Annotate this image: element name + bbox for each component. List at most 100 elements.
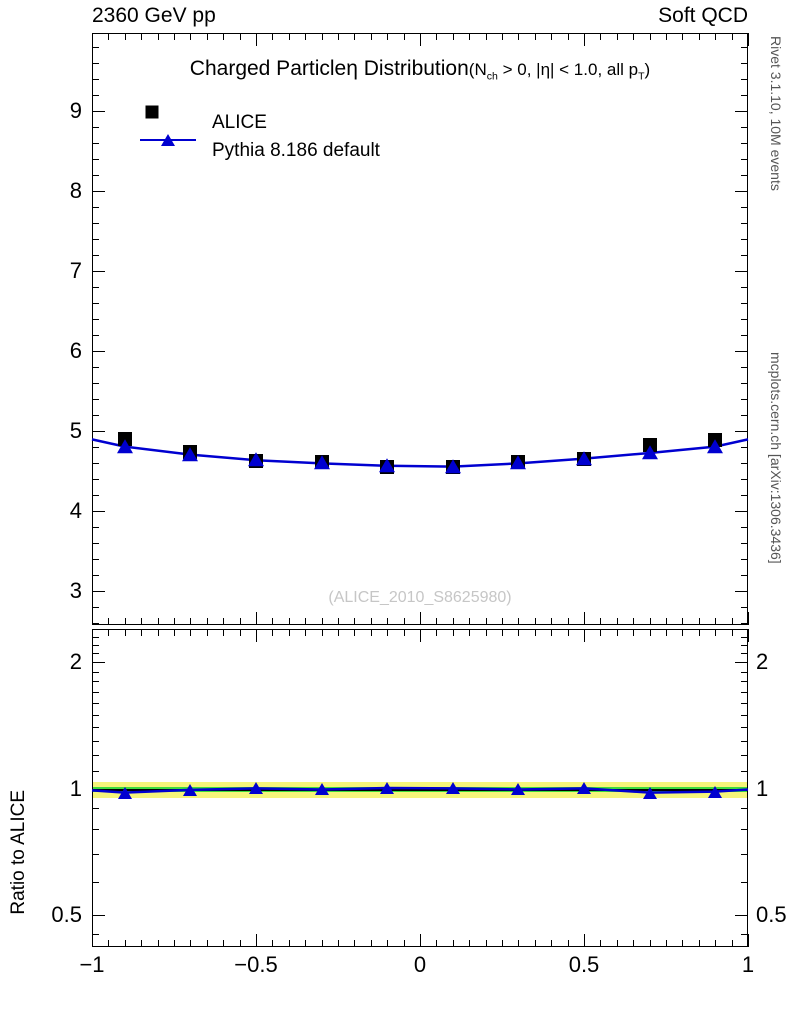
- data-point-pythia: [444, 458, 461, 473]
- xtick-ratio-top: [338, 629, 339, 636]
- xtick-ratio-top: [354, 629, 356, 636]
- ytick-main: [92, 399, 99, 401]
- xtick-ratio-bottom: [584, 934, 585, 947]
- xtick-ratio-top: [551, 629, 553, 636]
- ytick-label-main: 8: [69, 178, 82, 204]
- plot-title: Charged Particleη Distribution(Nch > 0, …: [92, 57, 748, 82]
- xtick-ratio-bottom: [534, 940, 536, 947]
- header-left-beam-label: 2360 GeV pp: [92, 4, 216, 27]
- ytick-main: [741, 559, 748, 561]
- xtick-ratio-bottom: [272, 940, 274, 947]
- ytick-ratio: [92, 915, 105, 917]
- xtick-ratio-bottom: [157, 940, 159, 947]
- ytick-ratio: [92, 881, 99, 883]
- xtick-ratio-top: [502, 629, 503, 636]
- ytick-main: [741, 527, 748, 529]
- xtick-ratio-bottom: [338, 940, 339, 947]
- ytick-main: [741, 95, 748, 97]
- xtick-main-top: [584, 33, 585, 46]
- ytick-ratio: [741, 702, 748, 704]
- ytick-main: [735, 351, 748, 353]
- ytick-main: [741, 543, 748, 545]
- xtick-main-top: [92, 33, 93, 46]
- ytick-ratio: [741, 853, 748, 855]
- xtick-main-bottom: [206, 618, 208, 625]
- ytick-main: [741, 623, 748, 625]
- ytick-ratio: [92, 727, 99, 729]
- xtick-ratio-bottom: [354, 940, 356, 947]
- ytick-main: [735, 431, 748, 433]
- xtick-main-bottom: [92, 612, 93, 625]
- xtick-ratio-bottom: [616, 940, 618, 947]
- ytick-main: [735, 191, 748, 193]
- ytick-main: [741, 79, 748, 81]
- ytick-main: [735, 591, 748, 593]
- data-point-pythia: [182, 446, 199, 461]
- xtick-ratio-top: [288, 629, 290, 636]
- ytick-label-main: 7: [69, 258, 82, 284]
- ytick-main: [92, 351, 105, 353]
- ytick-ratio: [92, 788, 105, 790]
- xtick-ratio-top: [387, 629, 389, 636]
- rivet-version-caption: Rivet 3.1.10, 10M events: [768, 36, 784, 191]
- xtick-ratio-top: [584, 629, 585, 642]
- data-point-pythia: [379, 458, 396, 473]
- xtick-main-top: [141, 33, 143, 40]
- xtick-ratio-bottom: [190, 940, 192, 947]
- ytick-ratio: [92, 644, 99, 646]
- xtick-ratio-top: [682, 629, 684, 636]
- ratio-reference-line: [93, 788, 747, 791]
- ytick-label-ratio: 1: [69, 775, 82, 801]
- ytick-main: [741, 239, 748, 241]
- ytick-ratio: [741, 691, 748, 693]
- xtick-main-top: [633, 33, 635, 40]
- data-point-pythia: [641, 445, 658, 460]
- xtick-main-top: [518, 33, 520, 40]
- ytick-main: [741, 223, 748, 225]
- ytick-main: [92, 463, 99, 465]
- xtick-ratio-top: [698, 629, 700, 636]
- ytick-main: [92, 63, 99, 65]
- xtick-main-bottom: [403, 618, 405, 625]
- mcplots-source-caption: mcplots.cern.ch [arXiv:1306.3436]: [768, 352, 784, 564]
- xtick-main-bottom: [387, 618, 389, 625]
- xtick-main-top: [715, 33, 717, 40]
- xtick-ratio-bottom: [174, 940, 175, 947]
- ytick-main: [92, 543, 99, 545]
- ytick-main: [735, 271, 748, 273]
- ytick-label-ratio: 0.5: [51, 902, 82, 928]
- xtick-label: 0: [413, 952, 427, 977]
- ytick-main: [92, 207, 99, 209]
- ytick-main: [92, 319, 99, 321]
- xtick-main-top: [748, 33, 749, 46]
- xtick-ratio-top: [223, 629, 225, 636]
- ratio-point-pythia: [511, 783, 526, 796]
- ytick-label-main: 9: [69, 98, 82, 124]
- xtick-main-bottom: [452, 618, 454, 625]
- ytick-main: [92, 223, 99, 225]
- xtick-ratio-bottom: [682, 940, 684, 947]
- ratio-point-pythia: [183, 783, 198, 796]
- xtick-main-bottom: [223, 618, 225, 625]
- xtick-main-bottom: [436, 618, 438, 625]
- ytick-ratio: [92, 702, 99, 704]
- xtick-main-bottom: [469, 618, 471, 625]
- ytick-ratio: [92, 636, 99, 638]
- xtick-ratio-top: [518, 629, 520, 636]
- xtick-ratio-bottom: [321, 940, 323, 947]
- xtick-main-bottom: [567, 618, 569, 625]
- ytick-main: [92, 575, 99, 577]
- legend-alice-marker: [140, 104, 196, 120]
- xtick-main-bottom: [239, 618, 241, 625]
- data-point-pythia: [313, 455, 330, 470]
- ytick-main: [741, 463, 748, 465]
- ytick-main: [92, 79, 99, 81]
- ytick-main: [92, 447, 99, 449]
- plot-title-eta: η: [346, 57, 358, 80]
- ratio-point-pythia: [117, 786, 132, 799]
- xtick-main-top: [124, 33, 126, 40]
- xtick-ratio-bottom: [370, 940, 372, 947]
- xtick-main-top: [256, 33, 257, 46]
